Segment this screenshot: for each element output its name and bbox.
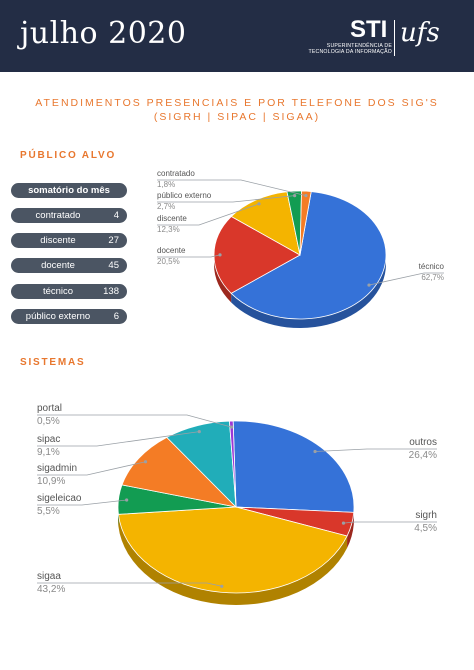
- leader-dot-portal: [230, 425, 234, 429]
- summary-row-label: técnico: [42, 286, 74, 297]
- leader-dot-contratado: [304, 194, 308, 198]
- leader-dot-sigadmin: [143, 460, 148, 464]
- summary-header-label: somatório do mês: [28, 185, 110, 196]
- summary-row-contratado: contratado 4: [11, 208, 127, 223]
- leader-dot-discente: [257, 202, 261, 206]
- pie-label-contratado: contratado: [157, 169, 195, 178]
- pie-chart-publico-alvo: técnico 62,7% docente 20,5% discente 12,3% púb…: [157, 169, 445, 328]
- summary-row-value: 45: [108, 260, 119, 271]
- leader-line-docente: [157, 254, 221, 258]
- pie-value-sipac: 9,1%: [37, 447, 60, 458]
- pie-value-sigaa: 43,2%: [37, 584, 65, 595]
- leader-dot-sipac: [197, 430, 201, 434]
- pie-slice-sigadmin: [121, 436, 238, 508]
- leader-line-sipac: [37, 431, 200, 447]
- page-header: julho 2020 STI ufs SUPERINTENDÊNCIA DE T…: [0, 0, 474, 72]
- leader-dot-sigeleicao: [125, 498, 129, 502]
- pie-slice-outros: [232, 420, 355, 513]
- pie-label-tecnico: técnico: [419, 262, 445, 271]
- leader-line-tecnico: [368, 272, 444, 286]
- leader-line-outros: [315, 448, 437, 452]
- pie-label-docente: docente: [157, 246, 186, 255]
- pie-label-discente: discente: [157, 214, 187, 223]
- pie-slice-docente: [213, 215, 301, 294]
- summary-row-label: público externo: [25, 311, 91, 322]
- pie-value-outros: 26,4%: [409, 450, 437, 461]
- summary-row-value: 4: [113, 210, 119, 221]
- sti-ufs-logo: STI ufs SUPERINTENDÊNCIA DE TECNOLOGIA D…: [300, 16, 460, 60]
- pie-slice-tecnico: [230, 191, 387, 320]
- pie-value-docente: 20,5%: [157, 257, 180, 266]
- summary-row-label: discente: [40, 235, 76, 246]
- pie-value-tecnico: 62,7%: [421, 273, 444, 282]
- logo-ufs-text: ufs: [400, 18, 440, 48]
- pie-label-portal: portal: [37, 403, 62, 414]
- pie-chart-sistemas: outros 26,4% sigrh 4,5% sigaa 43,2% sigeleicao…: [37, 403, 437, 605]
- report-title: ATENDIMENTOS PRESENCIAIS E POR TELEFONE …: [0, 96, 474, 124]
- leader-dot-docente: [218, 253, 222, 257]
- leader-dot-sigrh: [341, 521, 346, 525]
- pie-side-tecnico: [231, 255, 386, 328]
- summary-row-value: 6: [113, 311, 119, 322]
- pie-slice-portal: [229, 420, 237, 508]
- report-title-line2: (SIGRH | SIPAC | SIGAA): [153, 111, 321, 123]
- leader-line-sigaa: [37, 582, 222, 587]
- leader-line-publico-externo: [157, 195, 295, 203]
- pie-value-sigeleicao: 5,5%: [37, 506, 60, 517]
- pie-value-sigadmin: 10,9%: [37, 476, 65, 487]
- pie-slice-sigaa: [117, 506, 348, 594]
- pie-label-sigrh: sigrh: [415, 510, 437, 521]
- logo-subtitle: SUPERINTENDÊNCIA DE TECNOLOGIA DA INFORM…: [300, 43, 392, 55]
- summary-row-label: contratado: [35, 210, 81, 221]
- leader-line-sigadmin: [37, 461, 146, 476]
- section-publico-alvo: PÚBLICO ALVO: [20, 150, 117, 161]
- leader-dot-sigaa: [220, 584, 224, 588]
- logo-sti-text: STI: [350, 16, 388, 43]
- leader-line-contratado: [157, 179, 307, 197]
- leader-line-portal: [37, 414, 232, 428]
- section-sistemas: SISTEMAS: [20, 357, 86, 368]
- summary-row-docente: docente 45: [11, 258, 127, 273]
- summary-row-value: 138: [103, 286, 119, 297]
- pie-value-sigrh: 4,5%: [414, 523, 437, 534]
- month-title: julho 2020: [20, 16, 187, 51]
- pie-side-sigrh: [347, 512, 354, 549]
- pie-label-outros: outros: [409, 437, 437, 448]
- pie-value-contratado: 1,8%: [157, 180, 175, 189]
- pie-side-docente: [214, 255, 232, 303]
- summary-row-publico-externo: público externo 6: [11, 309, 127, 324]
- logo-separator: [394, 20, 395, 56]
- leader-line-sigrh: [343, 521, 437, 524]
- summary-row-value: 27: [108, 235, 119, 246]
- report-title-line1: ATENDIMENTOS PRESENCIAIS E POR TELEFONE …: [35, 97, 439, 109]
- leader-line-sigeleicao: [37, 499, 127, 506]
- pie-value-portal: 0,5%: [37, 416, 60, 427]
- pie-label-sipac: sipac: [37, 434, 60, 445]
- pie-label-publico-externo: público externo: [157, 191, 212, 200]
- pie-label-sigeleicao: sigeleicao: [37, 493, 82, 504]
- pie-side-sigaa: [118, 514, 348, 605]
- pie-label-sigaa: sigaa: [37, 571, 61, 582]
- leader-dot-outros: [313, 449, 317, 454]
- summary-row-discente: discente 27: [11, 233, 127, 248]
- summary-row-label: docente: [41, 260, 75, 271]
- leader-dot-tecnico: [367, 283, 371, 287]
- leader-dot-publico-externo: [293, 194, 297, 198]
- pie-value-publico-externo: 2,7%: [157, 202, 175, 211]
- pie-slice-contratado: [299, 190, 312, 256]
- pie-value-discente: 12,3%: [157, 225, 180, 234]
- logo-subtitle-line1: SUPERINTENDÊNCIA DE: [326, 43, 392, 49]
- summary-row-tecnico: técnico 138: [11, 284, 127, 299]
- logo-subtitle-line2: TECNOLOGIA DA INFORMAÇÃO: [308, 49, 392, 55]
- summary-header: somatório do mês: [11, 183, 127, 198]
- leader-line-discente: [157, 203, 260, 226]
- pie-label-sigadmin: sigadmin: [37, 463, 77, 474]
